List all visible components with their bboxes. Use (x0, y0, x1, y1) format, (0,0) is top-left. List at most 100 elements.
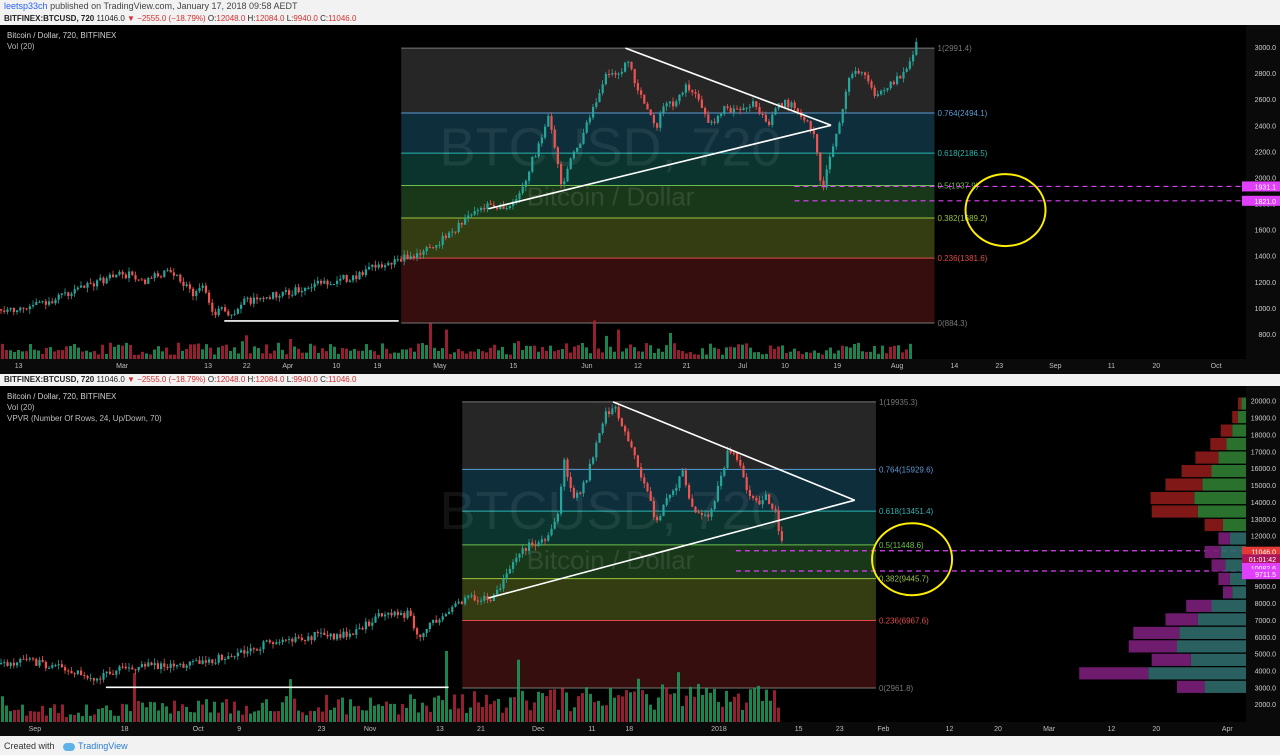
candle-body (41, 301, 44, 303)
candle-body (332, 283, 335, 285)
volume-bar (461, 351, 464, 359)
author-link[interactable]: leetsp33ch (4, 1, 48, 11)
candle-body (476, 210, 479, 212)
volume-bar (501, 712, 504, 722)
indicator-label: VPVR (Number Of Rows, 24, Up/Down, 70) (7, 414, 162, 423)
candle-body (659, 112, 662, 128)
volume-bar (557, 349, 560, 359)
vpvr-up-bar (1197, 505, 1246, 518)
x-tick-label: Aug (891, 363, 904, 370)
x-tick-label: May (433, 363, 447, 370)
volume-bar (637, 678, 640, 722)
volume-bar (265, 699, 268, 722)
volume-bar (729, 346, 732, 359)
candle-body (195, 291, 198, 297)
volume-bar (489, 347, 492, 359)
volume-bar (333, 346, 336, 359)
volume-bar (837, 350, 840, 359)
volume-bar (41, 705, 44, 722)
candle-body (153, 273, 156, 279)
fib-band (401, 185, 935, 218)
pane-title: Bitcoin / Dollar, 720, BITFINEX (7, 31, 117, 40)
candle-body (284, 639, 287, 641)
candle-body (732, 453, 735, 455)
volume-bar (901, 352, 904, 359)
volume-bar (53, 704, 56, 722)
candle-body (668, 101, 671, 104)
volume-bar (673, 693, 676, 722)
volume-bar (37, 711, 40, 722)
x-tick-label: 11 (588, 726, 595, 733)
candle-body (166, 269, 169, 271)
volume-bar (845, 346, 848, 359)
volume-bar (497, 350, 500, 359)
vpvr-up-bar (1211, 599, 1246, 612)
x-tick-label: 23 (995, 363, 1003, 370)
symbol-label[interactable]: BITFINEX:BTCUSD, 720 (4, 14, 95, 23)
volume-bar (685, 695, 688, 722)
vpvr-up-bar (1148, 667, 1246, 680)
candle-body (192, 288, 195, 297)
candle-body (758, 500, 761, 505)
volume-bar (545, 350, 548, 359)
vpvr-down-bar (1211, 559, 1226, 572)
volume-bar (141, 702, 144, 722)
volume-bar (733, 696, 736, 722)
price-axis-label-bg (1242, 181, 1280, 192)
candle-body (892, 81, 895, 85)
volume-bar (433, 347, 436, 359)
candle-body (224, 659, 227, 661)
volume-bar (453, 694, 456, 722)
fib-band (401, 48, 935, 114)
candle-body (556, 513, 559, 522)
candle-body (729, 107, 732, 113)
candle-body (208, 292, 211, 303)
vpvr-up-bar (1218, 451, 1246, 464)
candle-body (131, 271, 134, 276)
candle-body (745, 107, 748, 109)
candle-body (307, 287, 310, 289)
volume-bar (821, 354, 824, 359)
candle-body (217, 308, 220, 316)
candle-body (867, 75, 870, 82)
volume-bar (341, 347, 344, 359)
volume-bar (285, 354, 288, 359)
high-value: 12084.0 (255, 375, 285, 384)
y-tick-label: 2000.0 (1255, 175, 1277, 182)
candle-body (537, 143, 540, 157)
pane-title: Bitcoin / Dollar, 720, BITFINEX (7, 392, 117, 401)
fib-label: 0.764(15929.6) (879, 465, 934, 474)
fib-band (401, 217, 935, 259)
volume-bar (829, 347, 832, 359)
symbol-label[interactable]: BITFINEX:BTCUSD, 720 (4, 375, 95, 384)
volume-bar (489, 704, 492, 722)
candle-body (755, 497, 758, 501)
volume-bar (841, 345, 844, 359)
candle-body (12, 308, 15, 313)
candle-body (224, 307, 227, 312)
candle-body (89, 282, 92, 284)
candle-body (172, 663, 175, 667)
candle-body (435, 245, 438, 248)
volume-bar (177, 342, 180, 359)
candle-body (428, 247, 431, 249)
vpvr-up-bar (1194, 491, 1246, 505)
chart-pane-top[interactable]: 1(2991.4)0.764(2494.1)0.618(2186.5)0.5(1… (0, 25, 1280, 374)
candle-body (105, 278, 108, 284)
candle-body (774, 508, 777, 511)
candle-body (739, 108, 742, 111)
volume-bar (893, 345, 896, 359)
candle-body (656, 123, 659, 128)
candle-body (643, 477, 646, 484)
candle-body (131, 667, 134, 670)
candle-body (720, 113, 723, 116)
volume-bar (289, 339, 292, 359)
volume-bar (709, 692, 712, 722)
chart-pane-bottom[interactable]: 1(19935.3) 0.764(15929.6) 0.618(13451.4) 0.… (0, 386, 1280, 736)
tradingview-brand[interactable]: TradingView (78, 741, 128, 751)
volume-bar (685, 353, 688, 359)
volume-bar (393, 352, 396, 359)
volume-bar (625, 348, 628, 359)
volume-bar (609, 688, 612, 722)
volume-bar (469, 351, 472, 359)
